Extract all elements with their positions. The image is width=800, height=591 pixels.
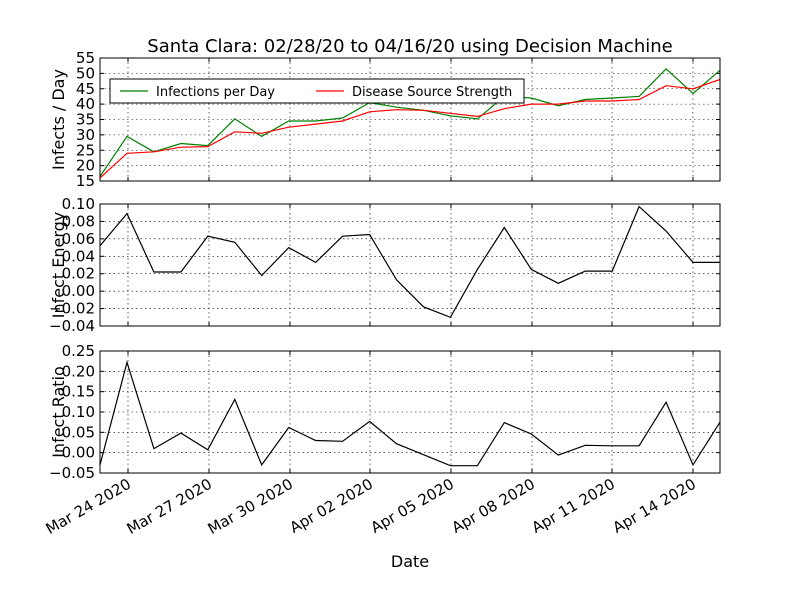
chart-title: Santa Clara: 02/28/20 to 04/16/20 using … (147, 36, 672, 57)
y-tick-label: 0.04 (62, 247, 95, 265)
legend-label: Disease Source Strength (352, 85, 512, 100)
y-tick-label: −0.04 (49, 317, 95, 335)
x-tick-label: Apr 05 2020 (368, 475, 457, 537)
x-tick-label: Mar 27 2020 (124, 475, 215, 538)
y-tick-label: 20 (76, 157, 95, 175)
y-tick-label: 25 (76, 141, 95, 159)
axes-frame (99, 350, 721, 474)
y-tick-label: 45 (76, 80, 95, 98)
x-tick-label: Mar 30 2020 (205, 475, 296, 538)
y-tick-label: 0.06 (62, 230, 95, 248)
y-axis-label: Infect Ratio (49, 366, 68, 458)
y-tick-label: 0.15 (62, 383, 95, 401)
y-tick-label: −0.05 (49, 464, 95, 482)
y-tick-label: 0.08 (62, 212, 95, 230)
x-tick-label: Apr 02 2020 (287, 475, 376, 537)
y-tick-label: 35 (76, 111, 95, 129)
y-tick-label: 0.02 (62, 265, 95, 283)
series-line-infect-ratio (99, 360, 721, 467)
x-tick-label: Apr 08 2020 (449, 475, 538, 537)
x-axis-label: Date (391, 552, 429, 571)
y-axis-label: Infect Energy (49, 212, 68, 319)
y-tick-label: −0.02 (49, 300, 95, 318)
y-tick-label: 55 (76, 49, 95, 67)
y-tick-label: 0.10 (62, 403, 95, 421)
y-tick-label: 0.00 (62, 444, 95, 462)
y-tick-label: 0.25 (62, 342, 95, 360)
y-axis-label: Infects / Day (49, 69, 68, 170)
y-tick-label: 0.20 (62, 362, 95, 380)
y-tick-label: 40 (76, 95, 95, 113)
y-tick-label: 50 (76, 64, 95, 82)
x-tick-label: Apr 11 2020 (529, 475, 618, 537)
y-tick-label: 30 (76, 126, 95, 144)
y-tick-label: 15 (76, 172, 95, 190)
x-tick-label: Apr 14 2020 (610, 475, 699, 537)
legend-label: Infections per Day (156, 85, 275, 100)
y-tick-label: 0.05 (62, 423, 95, 441)
axes-frame (99, 57, 721, 182)
series-line-disease-source-strength (99, 78, 721, 179)
y-tick-label: 0.10 (62, 195, 95, 213)
axes-frame (99, 203, 721, 327)
series-line-infect-energy (99, 205, 720, 319)
y-tick-label: 0.00 (62, 282, 95, 300)
x-tick-label: Mar 24 2020 (43, 475, 134, 538)
series-line-infections-per-day (99, 67, 721, 177)
